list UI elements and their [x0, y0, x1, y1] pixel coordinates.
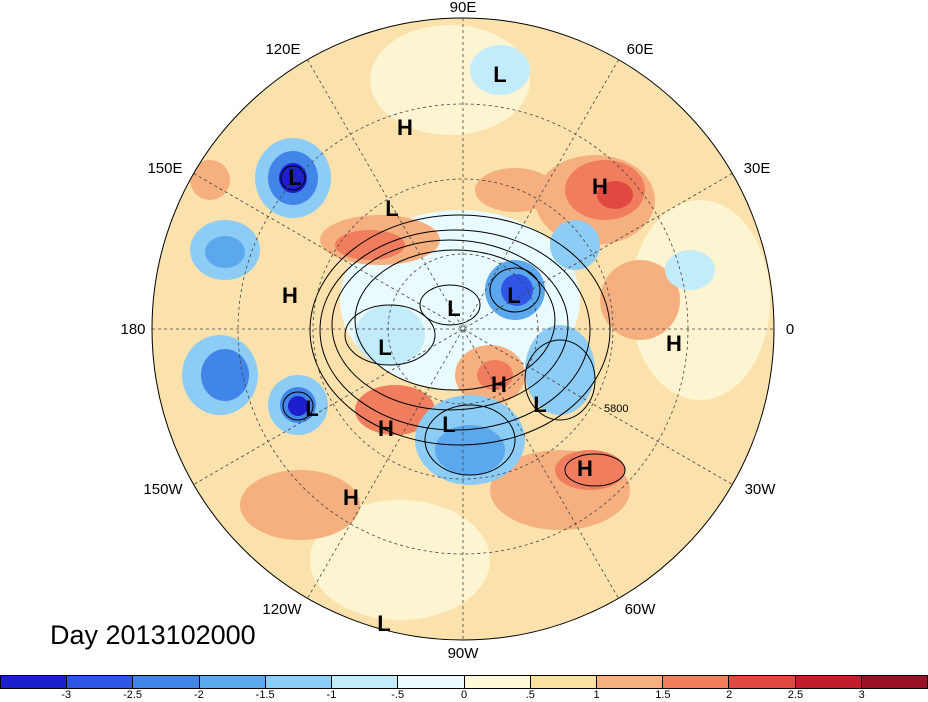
lon-label-90w: 90W: [448, 645, 480, 662]
colorbar-tick-label: -1.5: [255, 689, 275, 701]
colorbar-swatch: [663, 676, 730, 688]
high-center-marker: H: [343, 485, 359, 510]
low-center-marker: L: [442, 412, 455, 437]
colorbar: [0, 675, 928, 689]
colorbar-swatch: [795, 676, 862, 688]
high-center-marker: H: [592, 174, 608, 199]
colorbar-swatch: [265, 676, 333, 688]
map-border: [151, 17, 775, 641]
lon-label-60w: 60W: [625, 601, 657, 618]
colorbar-tick-label: 1.5: [655, 689, 671, 701]
colorbar-swatch: [861, 676, 928, 688]
colorbar-tick-label: -3: [61, 689, 72, 701]
lon-label-180: 180: [120, 321, 145, 338]
low-center-marker: L: [533, 392, 546, 417]
colorbar-swatch: [67, 676, 134, 688]
colorbar-tick-label: -2: [193, 689, 204, 701]
high-center-marker: H: [282, 283, 298, 308]
low-center-marker: L: [288, 165, 301, 190]
contour-label: 5800: [604, 403, 628, 415]
colorbar-tick-label: .5: [525, 689, 535, 701]
colorbar-tick-label: 2: [726, 689, 733, 701]
low-center-marker: L: [305, 396, 318, 421]
low-center-marker: L: [385, 196, 398, 221]
colorbar-tick-label: 1: [593, 689, 600, 701]
colorbar-tick-label: -2.5: [123, 689, 143, 701]
date-label: Day 2013102000: [50, 620, 256, 650]
low-center-marker: L: [507, 283, 520, 308]
low-center-marker: L: [378, 335, 391, 360]
high-center-marker: H: [378, 416, 394, 441]
longitude-labels: 90E 60E 30E 0 30W 60W 90W 120W 150W 180 …: [120, 0, 794, 662]
colorbar-swatch: [1, 676, 68, 688]
colorbar-tick-label: 3: [858, 689, 865, 701]
colorbar-swatch: [729, 676, 796, 688]
lon-label-60e: 60E: [627, 41, 654, 58]
lon-label-150w: 150W: [143, 481, 183, 498]
colorbar-tick-label: -.5: [391, 689, 405, 701]
anomaly-field: [152, 18, 774, 640]
colorbar-tick-label: 2.5: [787, 689, 804, 701]
colorbar-swatch: [464, 676, 531, 688]
colorbar-swatch: [398, 676, 465, 688]
lon-label-120e: 120E: [265, 41, 300, 58]
colorbar-swatch: [332, 676, 399, 688]
pressure-centers: L H L L H H L L L H L H L H L H H L: [282, 62, 682, 636]
high-center-marker: H: [397, 115, 413, 140]
colorbar-tick-label: 0: [460, 689, 468, 701]
colorbar-tick-label: -1: [326, 689, 337, 701]
lon-label-30w: 30W: [745, 481, 777, 498]
low-center-marker: L: [447, 296, 460, 321]
lon-label-120w: 120W: [262, 601, 302, 618]
high-center-marker: H: [666, 331, 682, 356]
colorbar-swatch: [133, 676, 200, 688]
low-center-marker: L: [493, 62, 506, 87]
lon-label-0: 0: [786, 321, 794, 338]
colorbar-labels: -3 -2.5 -2 -1.5 -1 -.5 0 .5 1 1.5 2 2.5 3: [0, 689, 928, 702]
colorbar-swatch: [199, 676, 266, 688]
high-center-marker: H: [577, 456, 593, 481]
lon-label-90e: 90E: [450, 0, 477, 16]
height-contours: [280, 165, 626, 487]
graticule: [152, 18, 774, 640]
colorbar-swatch: [596, 676, 664, 688]
lon-label-30e: 30E: [744, 160, 771, 177]
low-center-marker: L: [377, 611, 390, 636]
colorbar-swatch: [530, 676, 597, 688]
lon-label-150e: 150E: [147, 160, 182, 177]
high-center-marker: H: [491, 372, 507, 397]
